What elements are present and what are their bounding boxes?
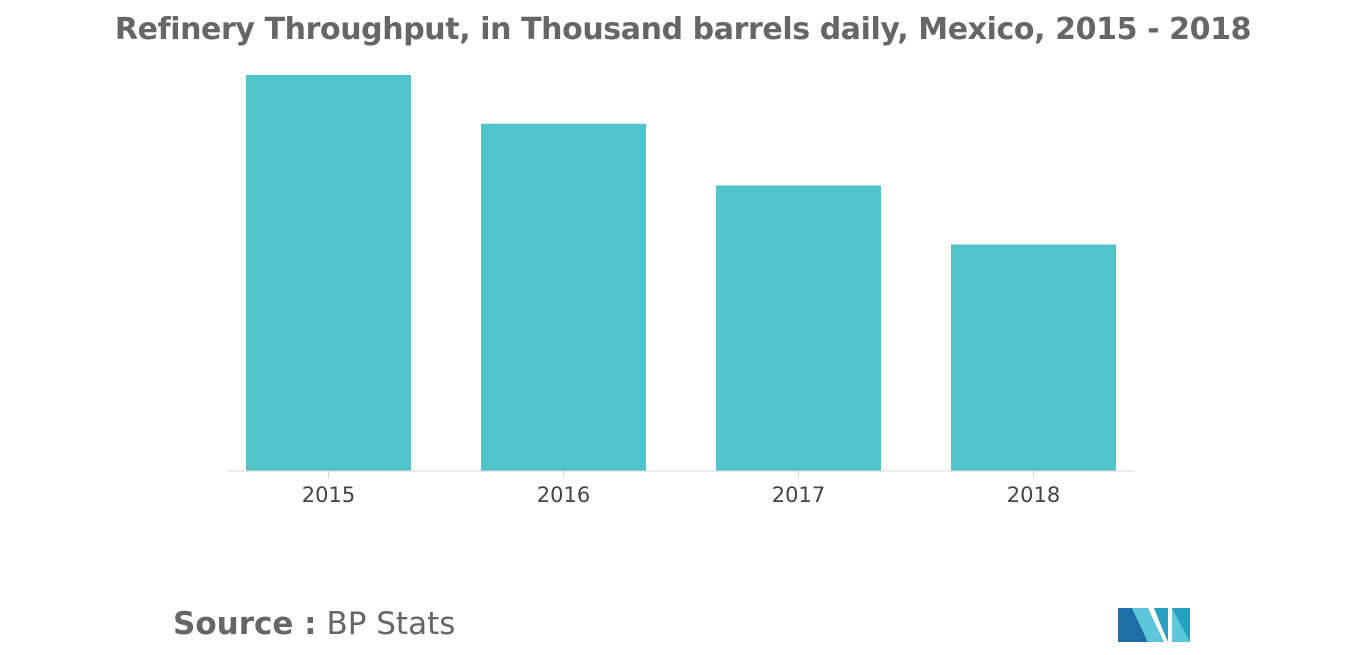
bar-2015	[246, 75, 411, 471]
chart-title: Refinery Throughput, in Thousand barrels…	[114, 12, 1252, 47]
bar-2018	[951, 244, 1116, 471]
x-tick-group: 2015 2016 2017 2018	[302, 471, 1060, 507]
x-tick-label-2015: 2015	[302, 483, 355, 507]
bars-group	[246, 75, 1116, 471]
x-tick-label-2017: 2017	[772, 483, 825, 507]
source-label: Source :	[173, 606, 317, 642]
bar-2017	[716, 185, 881, 471]
x-tick-label-2018: 2018	[1007, 483, 1060, 507]
source-text: BP Stats	[326, 606, 456, 642]
mordor-intelligence-logo-icon	[1118, 608, 1190, 642]
bar-2016	[481, 123, 646, 471]
bar-chart: 2015 2016 2017 2018	[228, 75, 1135, 507]
source-note: Source : BP Stats	[173, 606, 455, 642]
x-tick-label-2016: 2016	[537, 483, 590, 507]
